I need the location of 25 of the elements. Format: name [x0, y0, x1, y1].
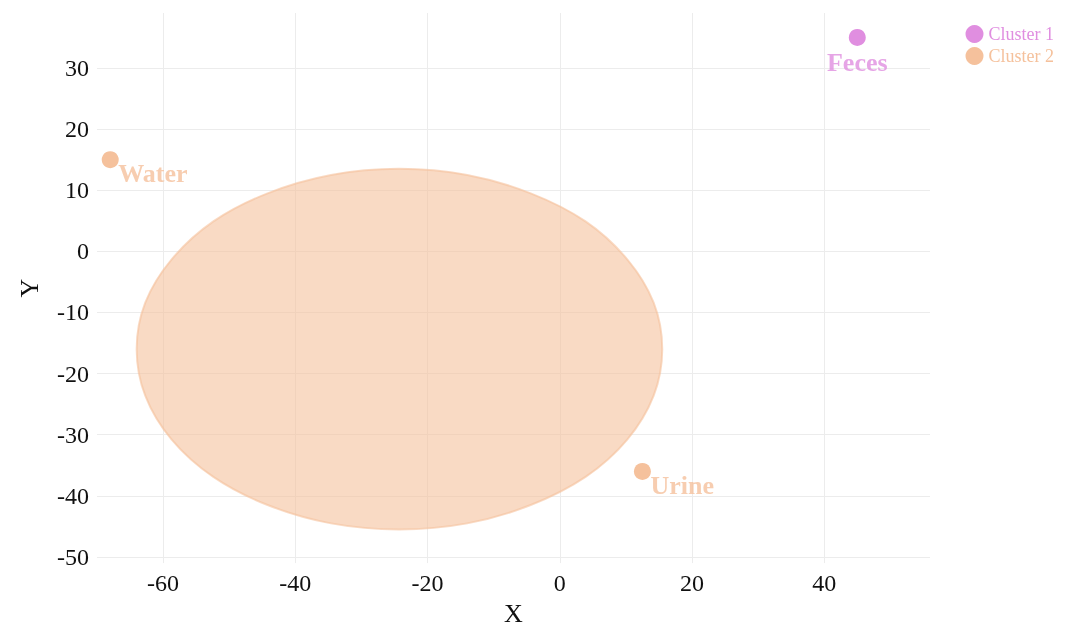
x-tick-label: 0 [553, 570, 566, 597]
annotation: Water [118, 159, 188, 189]
x-tick-label: -40 [279, 570, 312, 597]
x-tick-label: 20 [680, 570, 704, 597]
y-tick-label: -50 [57, 543, 89, 570]
annotation: Urine [650, 470, 714, 500]
y-tick-label: -10 [57, 299, 89, 326]
y-tick-label: -30 [57, 421, 89, 448]
point [848, 28, 866, 46]
y-tick-label: 30 [65, 55, 89, 82]
legend-label: Cluster 1 [988, 24, 1054, 44]
x-tick-label: -60 [147, 570, 180, 597]
x-axis-title: X [504, 598, 524, 628]
y-tick-label: 20 [65, 116, 89, 143]
y-axis-title: Y [14, 278, 44, 298]
y-tick-label: -40 [57, 482, 89, 509]
point [101, 151, 119, 169]
y-tick-label: -20 [57, 360, 89, 387]
x-tick-label: -20 [411, 570, 444, 597]
legend-label: Cluster 2 [988, 46, 1054, 66]
y-tick-label: 0 [77, 238, 89, 265]
y-tick-label: 10 [65, 177, 89, 204]
annotation: Feces [826, 47, 888, 77]
x-tick-label: 40 [812, 570, 837, 597]
point [633, 462, 651, 480]
